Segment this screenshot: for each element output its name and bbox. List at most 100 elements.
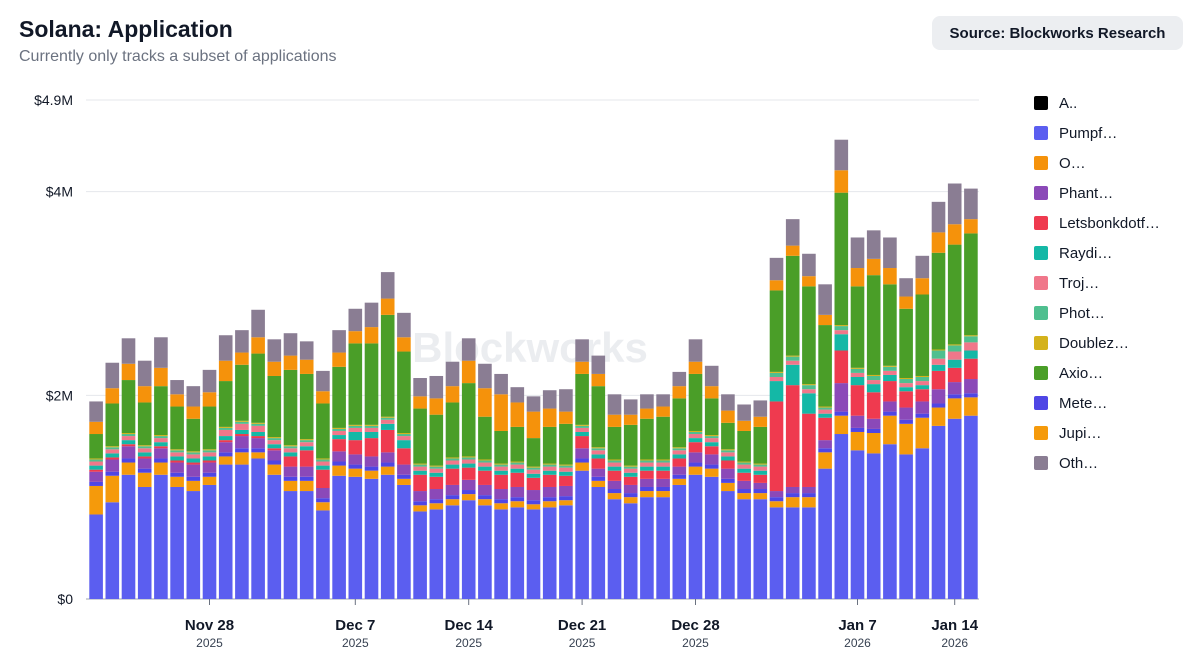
bar-segment[interactable] — [380, 314, 395, 417]
bar-segment[interactable] — [915, 278, 930, 295]
bar-segment[interactable] — [818, 407, 832, 410]
bar-segment[interactable] — [883, 366, 897, 371]
bar-segment[interactable] — [931, 370, 946, 390]
bar-segment[interactable] — [818, 284, 832, 315]
bar-segment[interactable] — [834, 383, 849, 412]
bar-segment[interactable] — [802, 493, 816, 498]
bar-segment[interactable] — [818, 417, 832, 441]
bar-segment[interactable] — [364, 478, 379, 599]
bar-segment[interactable] — [267, 438, 282, 441]
bar-segment[interactable] — [753, 470, 768, 475]
bar-segment[interactable] — [267, 437, 282, 439]
bar-segment[interactable] — [899, 391, 913, 408]
bar-segment[interactable] — [202, 472, 217, 477]
bar-segment[interactable] — [591, 448, 606, 451]
bar-segment[interactable] — [348, 468, 363, 477]
bar-segment[interactable] — [251, 337, 265, 354]
bar-segment[interactable] — [672, 398, 687, 448]
bar-segment[interactable] — [623, 476, 638, 485]
bar-segment[interactable] — [575, 427, 589, 432]
bar-segment[interactable] — [218, 452, 233, 457]
bar-segment[interactable] — [818, 314, 832, 326]
bar-segment[interactable] — [607, 459, 622, 461]
bar-segment[interactable] — [105, 502, 120, 599]
bar-segment[interactable] — [818, 440, 832, 449]
bar-segment[interactable] — [186, 464, 201, 477]
bar-segment[interactable] — [785, 219, 800, 246]
bar-segment[interactable] — [478, 484, 492, 496]
bar-segment[interactable] — [866, 392, 881, 419]
bar-segment[interactable] — [850, 286, 865, 368]
bar-segment[interactable] — [137, 486, 152, 599]
bar-segment[interactable] — [704, 386, 719, 399]
bar-segment[interactable] — [542, 470, 557, 475]
bar-segment[interactable] — [559, 464, 573, 466]
bar-segment[interactable] — [640, 418, 654, 460]
bar-segment[interactable] — [89, 461, 103, 466]
bar-segment[interactable] — [348, 331, 363, 344]
bar-segment[interactable] — [656, 462, 670, 467]
bar-segment[interactable] — [186, 451, 201, 453]
bar-segment[interactable] — [802, 413, 816, 487]
bar-segment[interactable] — [542, 466, 557, 471]
bar-segment[interactable] — [526, 473, 541, 478]
bar-segment[interactable] — [348, 343, 363, 425]
bar-segment[interactable] — [235, 434, 249, 437]
bar-segment[interactable] — [137, 445, 152, 447]
bar-segment[interactable] — [915, 417, 930, 449]
bar-segment[interactable] — [170, 452, 184, 457]
bar-segment[interactable] — [947, 183, 962, 225]
bar-segment[interactable] — [964, 393, 978, 398]
bar-segment[interactable] — [688, 452, 703, 463]
bar-segment[interactable] — [170, 394, 184, 407]
bar-segment[interactable] — [299, 466, 314, 477]
bar-segment[interactable] — [542, 464, 557, 467]
bar-segment[interactable] — [364, 425, 379, 428]
bar-segment[interactable] — [105, 471, 120, 476]
bar-segment[interactable] — [494, 499, 508, 504]
bar-segment[interactable] — [899, 387, 913, 392]
bar-segment[interactable] — [461, 338, 476, 361]
bar-segment[interactable] — [283, 456, 298, 467]
bar-segment[interactable] — [899, 379, 913, 384]
bar-segment[interactable] — [380, 423, 395, 430]
bar-segment[interactable] — [251, 422, 265, 424]
bar-segment[interactable] — [397, 484, 411, 599]
bar-segment[interactable] — [559, 389, 573, 412]
bar-segment[interactable] — [364, 302, 379, 328]
bar-segment[interactable] — [235, 364, 249, 421]
bar-segment[interactable] — [769, 507, 784, 599]
bar-segment[interactable] — [267, 474, 282, 599]
bar-segment[interactable] — [89, 401, 103, 422]
bar-segment[interactable] — [364, 470, 379, 479]
bar-segment[interactable] — [316, 469, 330, 488]
bar-segment[interactable] — [397, 478, 411, 485]
bar-segment[interactable] — [753, 463, 768, 465]
bar-segment[interactable] — [866, 418, 881, 429]
bar-segment[interactable] — [380, 429, 395, 453]
bar-segment[interactable] — [834, 326, 849, 331]
bar-segment[interactable] — [348, 427, 363, 432]
bar-segment[interactable] — [218, 335, 233, 361]
bar-segment[interactable] — [866, 384, 881, 393]
bar-segment[interactable] — [202, 369, 217, 393]
bar-segment[interactable] — [559, 475, 573, 486]
bar-segment[interactable] — [915, 385, 930, 390]
bar-segment[interactable] — [623, 472, 638, 477]
bar-segment[interactable] — [704, 476, 719, 599]
bar-segment[interactable] — [235, 448, 249, 453]
legend-item[interactable]: O… — [1034, 148, 1160, 178]
bar-segment[interactable] — [299, 491, 314, 599]
bar-segment[interactable] — [542, 390, 557, 409]
bar-segment[interactable] — [332, 427, 346, 429]
bar-segment[interactable] — [526, 467, 541, 470]
bar-segment[interactable] — [397, 464, 411, 475]
bar-segment[interactable] — [753, 400, 768, 417]
bar-segment[interactable] — [137, 472, 152, 487]
bar-segment[interactable] — [899, 407, 913, 420]
bar-segment[interactable] — [672, 454, 687, 459]
bar-segment[interactable] — [769, 257, 784, 281]
bar-segment[interactable] — [785, 360, 800, 365]
bar-segment[interactable] — [380, 298, 395, 315]
bar-segment[interactable] — [591, 458, 606, 469]
